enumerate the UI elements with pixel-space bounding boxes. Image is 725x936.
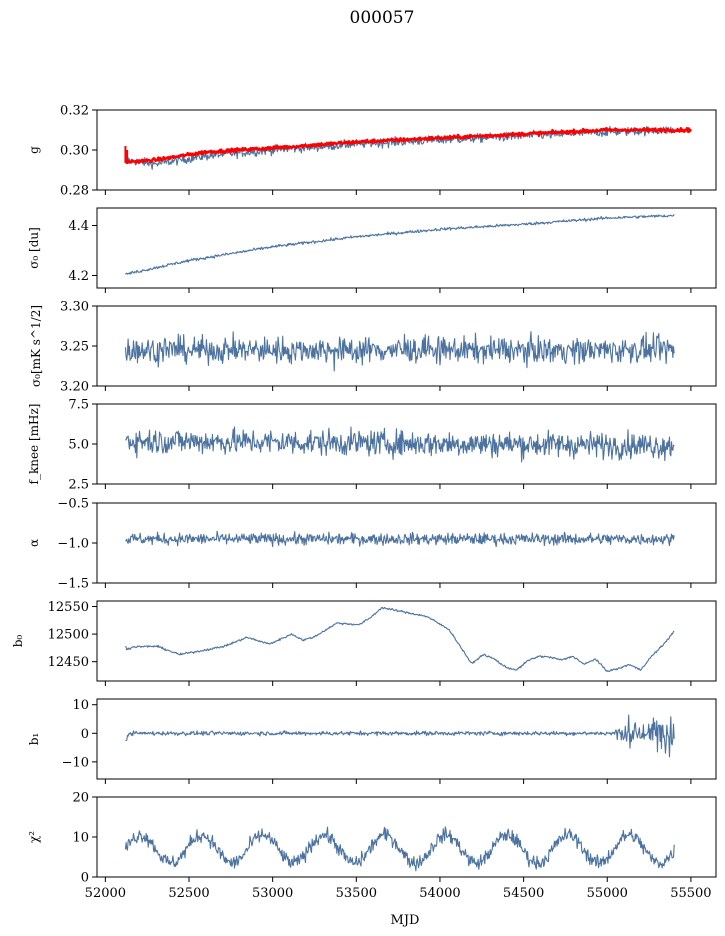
panel-2: 4.2 4.4 σ₀ [du] [27,207,717,293]
y-axis-label: α [27,539,41,547]
x-tick-label: 53000 [252,886,293,901]
y-tick-label: −10 [62,755,89,770]
panel-4: 2.5 5.0 7.5 f_knee [mHz] [27,398,717,493]
y-tick-label: 4.4 [68,219,89,234]
x-tick-label: 55000 [587,886,628,901]
x-axis-label: MJD [391,913,420,928]
y-axis-label: σ₀ [du] [27,227,41,269]
y-tick-label: −0.5 [57,497,89,512]
y-tick-label: 5.0 [68,438,89,453]
x-tick-label: 54000 [419,886,460,901]
panel-6: 12450 12500 12550 b₀ [11,600,717,686]
series-line [124,826,675,872]
axes-frame [96,207,717,289]
y-axis-label: g [27,146,41,154]
y-tick-label: 0.28 [60,184,89,199]
fit-spike [124,146,129,164]
y-tick-label: 3.30 [60,300,89,315]
y-tick-label: −1.0 [57,537,89,552]
figure-title: 000057 [350,8,415,28]
x-tick-label: 52000 [85,886,126,901]
y-axis-label: b₀ [11,635,25,648]
y-tick-label: 3.25 [60,340,89,355]
panel-7: −10 0 10 b₁ [27,698,717,784]
x-tick-label: 54500 [503,886,544,901]
axes-frame [96,698,717,780]
y-tick-label: 3.20 [60,380,89,395]
axes-frame [96,502,717,584]
y-axis-label: b₁ [27,733,41,746]
y-tick-label: 0 [81,871,89,886]
axes-frame [96,600,717,682]
panel-5: −1.5 −1.0 −0.5 α [27,497,717,592]
x-tick-label: 55500 [670,886,711,901]
x-tick-label: 53500 [336,886,377,901]
series-line [125,714,675,758]
y-axis-label: σ₀[mK s^1/2] [29,305,43,387]
y-tick-label: 4.2 [68,269,89,284]
y-tick-label: 10 [72,698,89,713]
y-tick-label: 12550 [48,600,89,615]
x-tick-label: 52500 [168,886,209,901]
y-tick-label: 2.5 [68,478,89,493]
y-tick-label: 0.32 [60,104,89,119]
y-tick-label: 0.30 [60,144,89,159]
y-tick-label: 10 [72,831,89,846]
series-line [125,530,675,548]
series-line [125,426,675,463]
y-tick-label: −1.5 [57,577,89,592]
panel-3: 3.20 3.25 3.30 σ₀[mK s^1/2] [29,300,717,395]
panels-group: 0.28 0.30 0.32 g 4.2 4.4 σ₀ [du] 3.20 3.25 3.30 σ₀… [11,104,717,901]
panel-1: 0.28 0.30 0.32 g [27,104,717,199]
fit-line [124,126,692,165]
panel-8: 0 10 20 52000 52500 53000 53500 54000 54500 55000… [27,791,717,901]
series-line [124,214,675,275]
series-line [125,606,675,672]
series-line [125,125,675,170]
axes-frame [96,109,717,191]
y-axis-label: χ² [27,831,41,843]
y-tick-label: 20 [72,791,89,806]
y-tick-label: 0 [81,727,89,742]
y-tick-label: 12500 [48,628,89,643]
y-tick-label: 12450 [48,655,89,670]
y-axis-label: f_knee [mHz] [27,404,41,485]
series-line [124,331,675,372]
y-tick-label: 7.5 [68,398,89,413]
